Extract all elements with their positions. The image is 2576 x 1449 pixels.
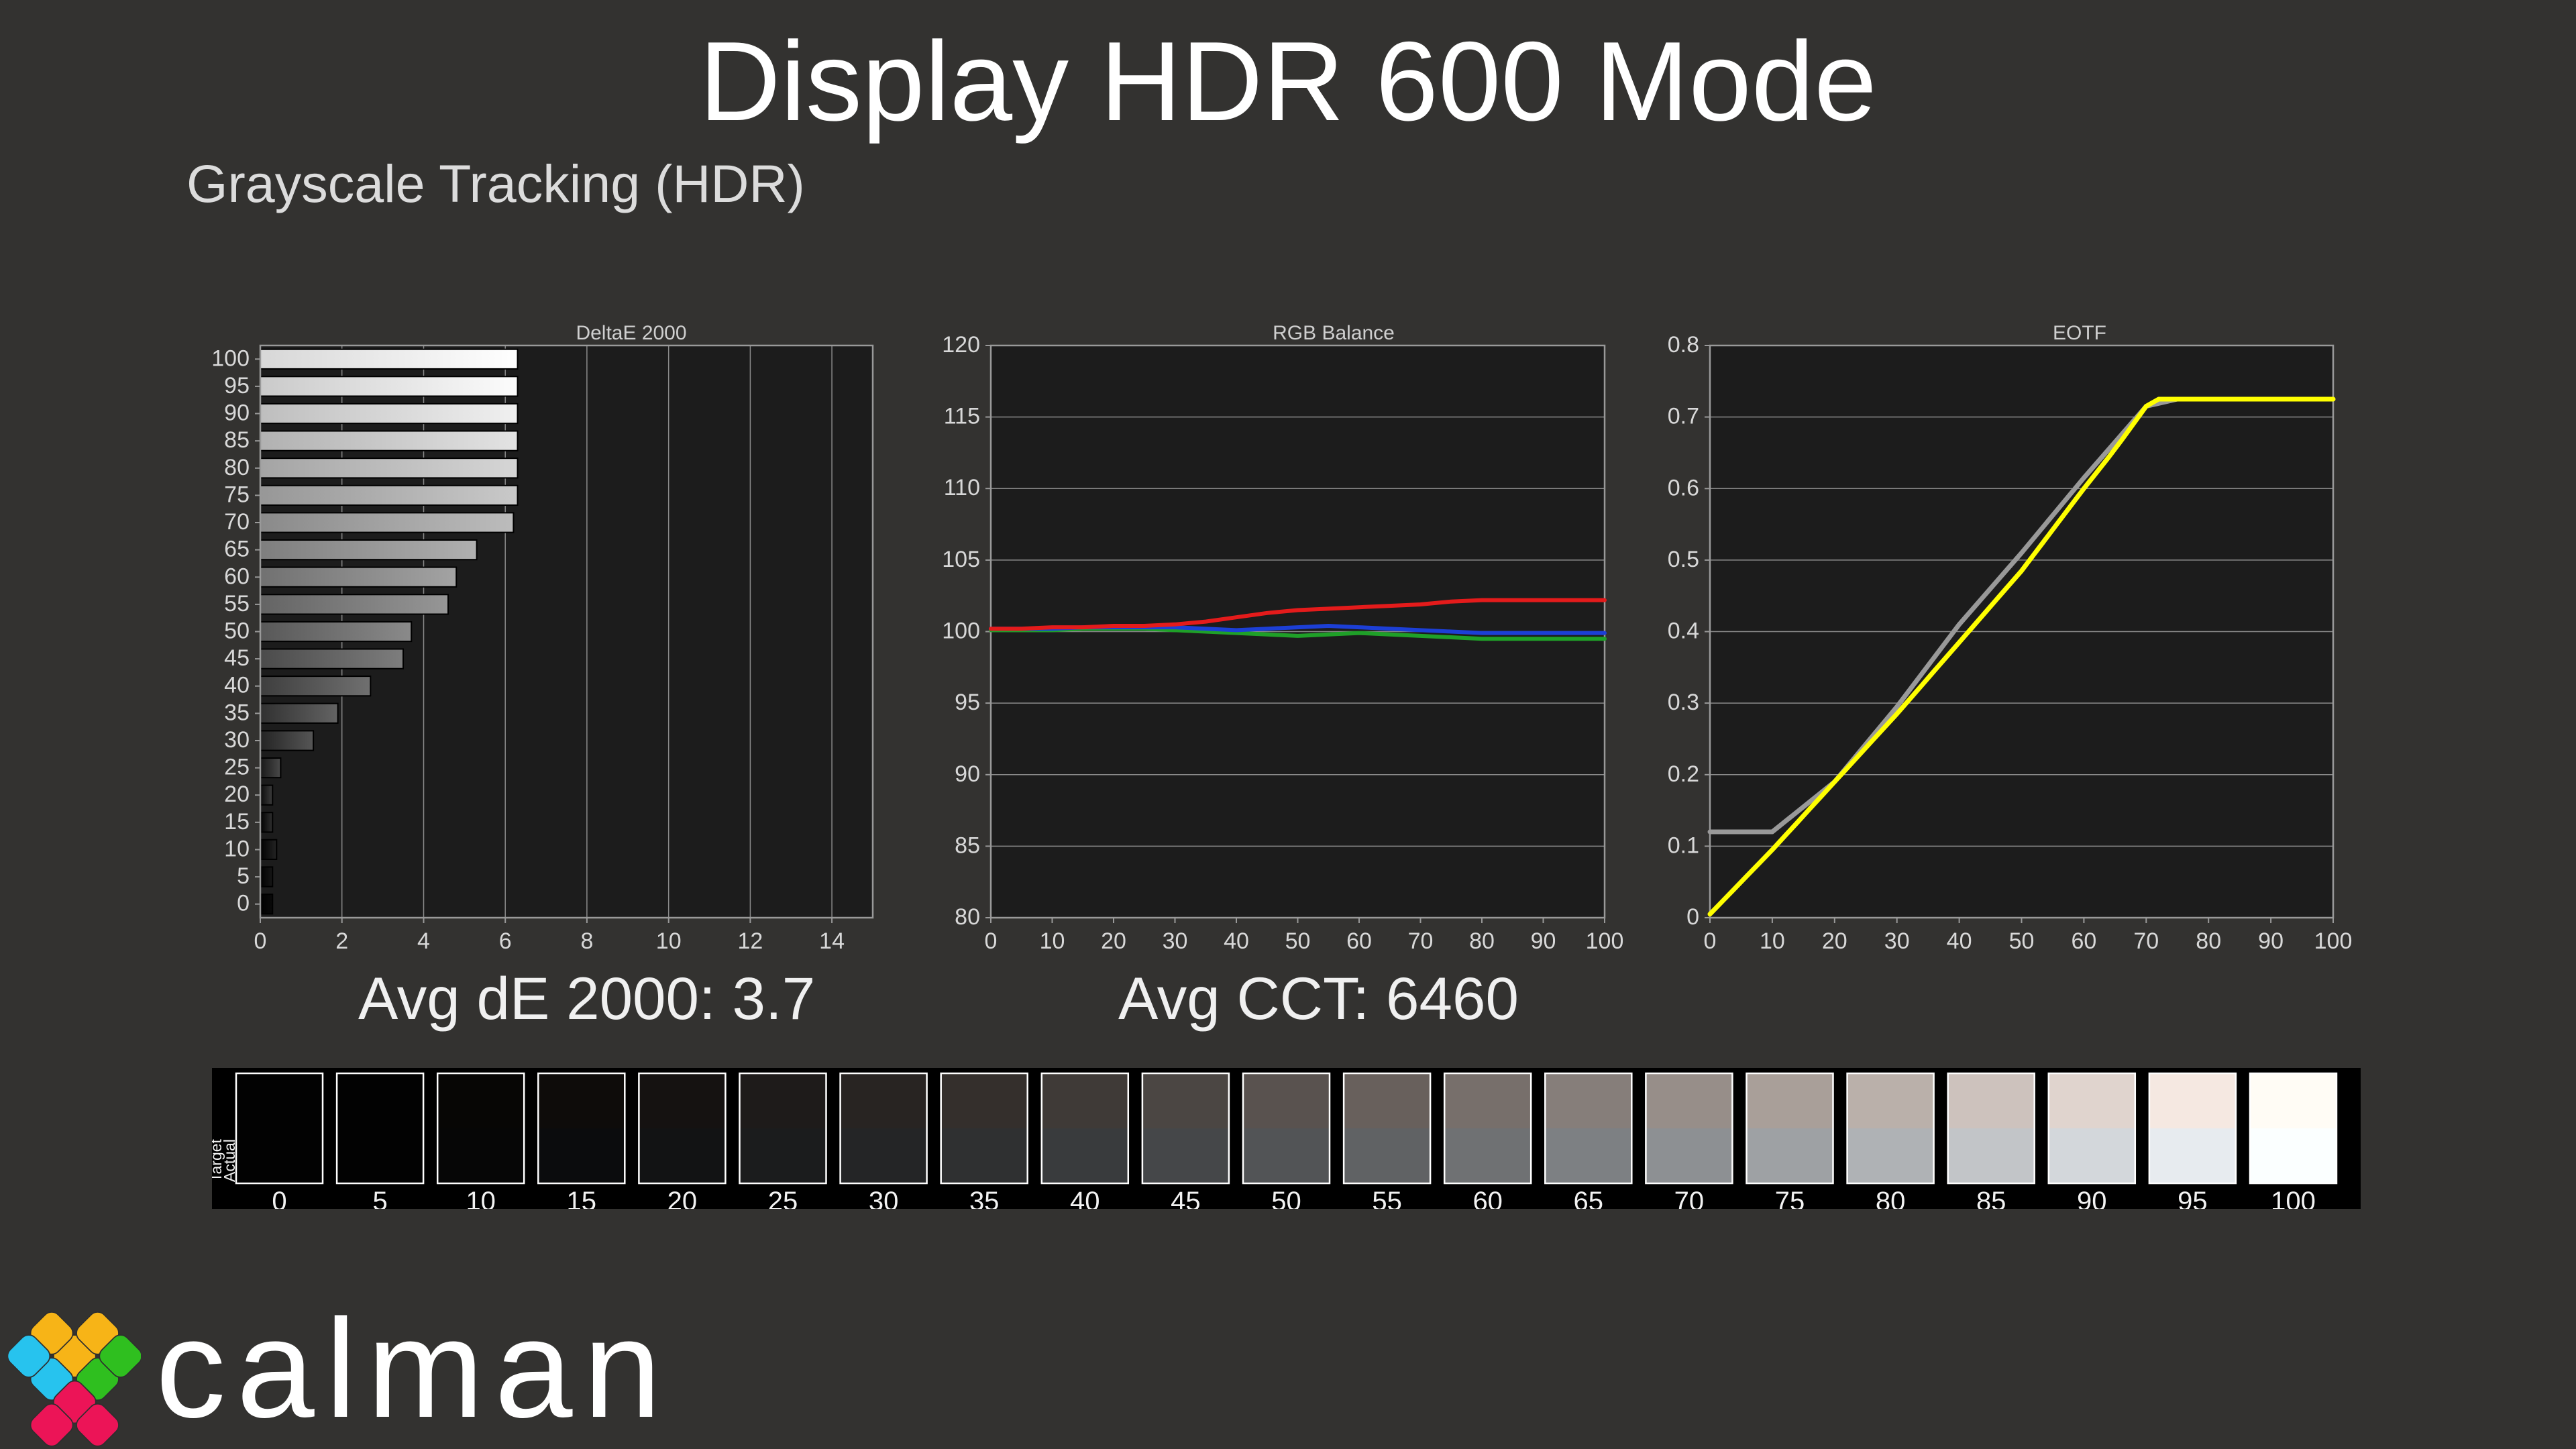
svg-text:85: 85 — [224, 427, 250, 453]
svg-text:60: 60 — [224, 564, 250, 589]
svg-text:0: 0 — [237, 891, 250, 916]
svg-text:80: 80 — [1469, 928, 1495, 954]
svg-text:75: 75 — [1775, 1187, 1805, 1209]
svg-text:2: 2 — [335, 928, 348, 954]
svg-text:80: 80 — [955, 904, 980, 930]
svg-text:20: 20 — [224, 782, 250, 807]
svg-text:50: 50 — [224, 619, 250, 644]
svg-text:60: 60 — [1346, 928, 1372, 954]
svg-text:40: 40 — [1070, 1187, 1100, 1209]
svg-text:85: 85 — [955, 833, 980, 858]
svg-text:30: 30 — [1163, 928, 1188, 954]
svg-text:100: 100 — [1586, 928, 1624, 954]
svg-text:50: 50 — [1271, 1187, 1301, 1209]
svg-text:14: 14 — [819, 928, 845, 954]
svg-text:0: 0 — [254, 928, 267, 954]
svg-text:35: 35 — [224, 700, 250, 725]
svg-text:0.4: 0.4 — [1668, 619, 1699, 644]
svg-text:70: 70 — [2133, 928, 2159, 954]
svg-text:70: 70 — [1408, 928, 1434, 954]
svg-text:0.6: 0.6 — [1668, 475, 1699, 500]
svg-text:0.1: 0.1 — [1668, 833, 1699, 858]
svg-text:0.8: 0.8 — [1668, 332, 1699, 358]
svg-text:80: 80 — [2196, 928, 2221, 954]
svg-text:65: 65 — [224, 537, 250, 562]
svg-text:80: 80 — [224, 455, 250, 480]
svg-text:15: 15 — [567, 1187, 597, 1209]
svg-text:DeltaE 2000: DeltaE 2000 — [576, 322, 686, 344]
svg-text:40: 40 — [1947, 928, 1972, 954]
svg-text:30: 30 — [224, 727, 250, 753]
svg-text:0: 0 — [1704, 928, 1717, 954]
svg-text:10: 10 — [656, 928, 682, 954]
svg-text:5: 5 — [372, 1187, 387, 1209]
svg-text:5: 5 — [237, 863, 250, 889]
svg-text:75: 75 — [224, 482, 250, 507]
svg-text:110: 110 — [944, 475, 980, 500]
svg-text:10: 10 — [1040, 928, 1065, 954]
svg-text:20: 20 — [667, 1187, 698, 1209]
svg-text:95: 95 — [224, 373, 250, 398]
svg-text:25: 25 — [224, 755, 250, 780]
svg-text:10: 10 — [466, 1187, 496, 1209]
svg-text:0.2: 0.2 — [1668, 761, 1699, 787]
svg-text:RGB Balance: RGB Balance — [1273, 322, 1395, 344]
svg-text:80: 80 — [1876, 1187, 1906, 1209]
svg-text:90: 90 — [1531, 928, 1556, 954]
svg-text:8: 8 — [580, 928, 593, 954]
svg-text:95: 95 — [955, 690, 980, 715]
svg-text:0: 0 — [272, 1187, 286, 1209]
svg-text:30: 30 — [869, 1187, 899, 1209]
svg-text:40: 40 — [1224, 928, 1249, 954]
svg-text:40: 40 — [224, 673, 250, 698]
svg-text:6: 6 — [499, 928, 512, 954]
svg-text:25: 25 — [768, 1187, 798, 1209]
svg-text:12: 12 — [737, 928, 763, 954]
svg-text:105: 105 — [942, 547, 980, 572]
svg-text:10: 10 — [224, 837, 250, 862]
svg-text:100: 100 — [211, 345, 250, 371]
svg-text:0: 0 — [1686, 904, 1699, 930]
svg-text:45: 45 — [224, 645, 250, 671]
svg-text:0: 0 — [985, 928, 998, 954]
svg-text:90: 90 — [224, 400, 250, 426]
svg-text:90: 90 — [2077, 1187, 2107, 1209]
svg-text:0.5: 0.5 — [1668, 547, 1699, 572]
svg-text:70: 70 — [224, 509, 250, 535]
svg-text:100: 100 — [2314, 928, 2353, 954]
svg-text:0.7: 0.7 — [1668, 404, 1699, 429]
svg-text:100: 100 — [942, 619, 980, 644]
svg-text:120: 120 — [942, 332, 980, 358]
svg-text:50: 50 — [1285, 928, 1311, 954]
svg-text:60: 60 — [2071, 928, 2096, 954]
svg-text:0.3: 0.3 — [1668, 690, 1699, 715]
svg-text:100: 100 — [2271, 1187, 2316, 1209]
svg-text:20: 20 — [1101, 928, 1126, 954]
svg-text:85: 85 — [1976, 1187, 2006, 1209]
svg-text:EOTF: EOTF — [2053, 322, 2106, 344]
svg-text:20: 20 — [1822, 928, 1847, 954]
svg-text:45: 45 — [1171, 1187, 1201, 1209]
svg-text:55: 55 — [1372, 1187, 1402, 1209]
svg-text:65: 65 — [1574, 1187, 1604, 1209]
svg-text:70: 70 — [1674, 1187, 1705, 1209]
svg-text:30: 30 — [1884, 928, 1910, 954]
svg-text:50: 50 — [2009, 928, 2035, 954]
svg-text:90: 90 — [2258, 928, 2284, 954]
svg-text:4: 4 — [417, 928, 430, 954]
svg-text:35: 35 — [969, 1187, 1000, 1209]
svg-text:15: 15 — [224, 809, 250, 835]
svg-text:95: 95 — [2178, 1187, 2208, 1209]
svg-text:60: 60 — [1472, 1187, 1503, 1209]
svg-text:90: 90 — [955, 761, 980, 787]
svg-text:55: 55 — [224, 591, 250, 616]
svg-text:10: 10 — [1760, 928, 1785, 954]
svg-text:115: 115 — [944, 404, 980, 429]
